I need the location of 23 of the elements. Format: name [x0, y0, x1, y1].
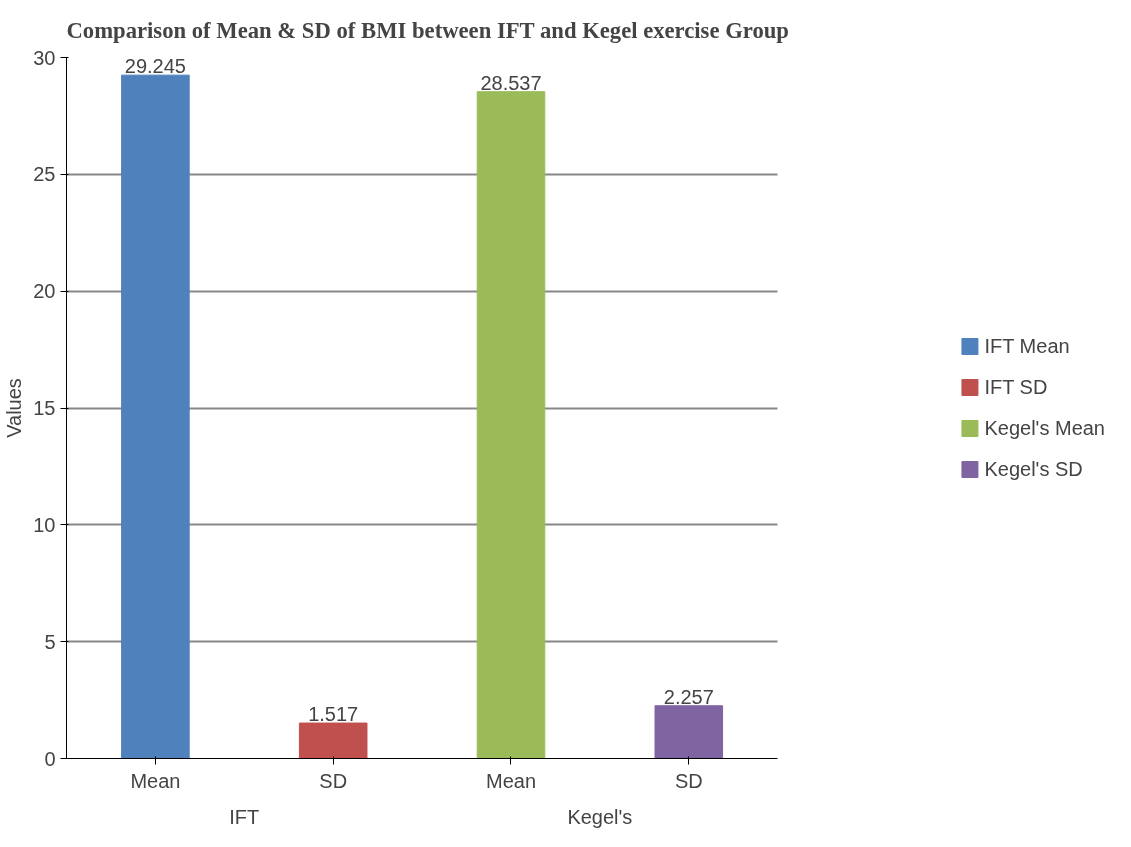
y-tick-label: 10 — [33, 513, 56, 536]
data-label: 2.257 — [663, 685, 714, 708]
x-tick-label: SD — [674, 769, 703, 792]
text: Kegel's — [567, 805, 633, 828]
y-tick-label: 25 — [33, 163, 56, 186]
y-tick-label: 20 — [33, 280, 56, 303]
text: IFT — [229, 805, 260, 828]
legend-label: IFT Mean — [984, 334, 1070, 358]
data-label: 28.537 — [480, 71, 542, 94]
x-tick-label: SD — [319, 769, 348, 792]
y-tick-label: 5 — [44, 630, 56, 653]
y-tick-label: 15 — [33, 397, 56, 419]
chart-title: Comparison of Mean & SD of BMI between IFT and Kegel exercise Group — [66, 17, 789, 43]
legend-label: Kegel's Mean — [984, 416, 1105, 440]
legend-label: Kegel's SD — [984, 457, 1083, 481]
x-tick-label: Mean — [485, 769, 537, 792]
y-tick-label: 0 — [44, 747, 56, 770]
legend-label: IFT SD — [984, 375, 1048, 399]
y-axis-title: Values — [3, 378, 26, 438]
data-label: 29.245 — [124, 55, 186, 78]
x-tick-label: Mean — [130, 769, 181, 792]
data-label: 1.517 — [308, 703, 359, 726]
y-tick-label: 30 — [33, 46, 56, 69]
